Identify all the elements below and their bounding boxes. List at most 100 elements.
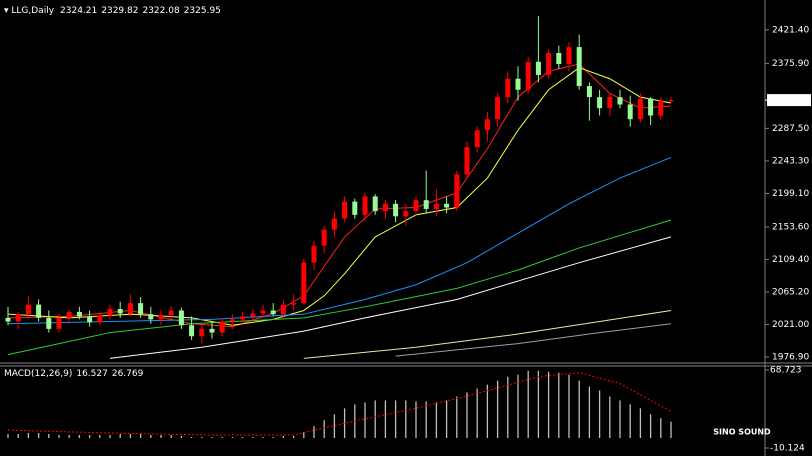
- candle-body: [321, 229, 327, 246]
- moving-average: [7, 156, 672, 325]
- candle-body: [87, 316, 93, 323]
- signal-line: [7, 372, 672, 436]
- candle-body: [403, 211, 409, 217]
- moving-average: [395, 323, 672, 357]
- last-price-label: 2325.95: [770, 96, 807, 106]
- y-tick-label: 2421.40: [772, 25, 809, 35]
- candle-body: [597, 97, 603, 109]
- candle-body: [138, 303, 144, 315]
- candle-body: [382, 203, 388, 212]
- y-tick-label: 2287.50: [772, 124, 809, 134]
- candle-body: [291, 303, 297, 305]
- candle-body: [495, 97, 501, 120]
- candle-body: [484, 119, 490, 131]
- candle-body: [229, 319, 235, 322]
- candle-body: [464, 147, 470, 175]
- candle-body: [270, 310, 276, 315]
- close: 2325.95: [184, 6, 221, 16]
- candle-body: [107, 309, 113, 316]
- symbol: LLG,Daily: [11, 6, 54, 16]
- candle-body: [372, 196, 378, 212]
- macd-title: MACD(12,26,9): [4, 369, 72, 379]
- candle-body: [362, 196, 368, 215]
- candle-body: [250, 313, 256, 317]
- y-tick-label: 2375.90: [772, 59, 809, 69]
- candle-body: [219, 321, 225, 333]
- candle-body: [607, 97, 613, 109]
- candle-body: [311, 245, 317, 263]
- y-tick-label: 2153.60: [772, 222, 809, 232]
- candle-body: [637, 98, 643, 120]
- candle-body: [444, 203, 450, 208]
- candle-body: [36, 304, 42, 318]
- candle-body: [648, 98, 654, 116]
- candle-body: [240, 316, 246, 320]
- watermark: SINO SOUND: [713, 428, 771, 437]
- candle-body: [56, 317, 62, 329]
- candle-body: [25, 304, 31, 315]
- candle-body: [15, 314, 21, 322]
- candle-body: [413, 200, 419, 212]
- candle-body: [148, 314, 154, 320]
- y-tick-label: 2199.10: [772, 189, 809, 199]
- main-pane: [5, 16, 674, 359]
- candle-body: [617, 97, 623, 105]
- macd-pane: [7, 370, 672, 438]
- candle-body: [260, 310, 266, 314]
- macd-header: MACD(12,26,9) 16.527 26.769: [4, 369, 144, 379]
- candle-body: [556, 52, 562, 65]
- candle-body: [46, 317, 52, 329]
- candle-body: [433, 203, 439, 209]
- candle-body: [393, 203, 399, 217]
- candle-body: [199, 328, 205, 337]
- candle-body: [127, 303, 133, 314]
- y-tick-label: 2243.30: [772, 156, 809, 166]
- candle-body: [505, 78, 511, 98]
- candle-body: [97, 315, 103, 323]
- candle-body: [342, 201, 348, 219]
- candle-body: [423, 200, 429, 209]
- candle-body: [474, 130, 480, 148]
- candle-body: [525, 61, 531, 90]
- macd-value: 16.527: [76, 369, 108, 379]
- candle-body: [301, 262, 307, 304]
- last-price-box: [767, 94, 811, 107]
- candle-body: [546, 52, 552, 76]
- candle-body: [352, 201, 358, 215]
- candle-body: [76, 311, 82, 317]
- candle-body: [66, 311, 72, 318]
- signal-value: 26.769: [112, 369, 144, 379]
- y-tick-label: 2021.00: [772, 320, 809, 330]
- moving-average: [303, 310, 672, 359]
- y-tick-label: 2065.20: [772, 287, 809, 297]
- candle-body: [280, 304, 286, 315]
- candle-body: [178, 310, 184, 326]
- candle-body: [566, 47, 572, 65]
- moving-average: [7, 219, 672, 356]
- candle-body: [331, 218, 337, 230]
- low: 2322.08: [142, 6, 179, 16]
- candle-body: [576, 47, 582, 87]
- candle-body: [117, 309, 123, 314]
- candle-body: [189, 325, 195, 337]
- axes: 2421.40 2375.90 2287.50 2243.30 2199.10 2153.…: [765, 25, 811, 454]
- y-tick-label: 2109.40: [772, 255, 809, 265]
- y-tick-label: -10.124: [770, 444, 805, 454]
- candle-body: [658, 100, 664, 116]
- high: 2329.82: [101, 6, 138, 16]
- candle-body: [5, 317, 11, 322]
- moving-average: [109, 236, 672, 359]
- candle-body: [515, 78, 521, 90]
- candle-body: [627, 104, 633, 120]
- open: 2324.21: [60, 6, 97, 16]
- candle-body: [168, 310, 174, 315]
- header: ▾ LLG,Daily 2324.21 2329.82 2322.08 2325.95: [4, 6, 221, 16]
- candle-body: [535, 61, 541, 76]
- y-tick-label: 68.723: [770, 366, 802, 376]
- y-tick-label: 1976.90: [772, 352, 809, 362]
- candle-body: [158, 314, 164, 320]
- candle-body: [668, 100, 674, 102]
- candle-body: [209, 328, 215, 333]
- candle-body: [454, 174, 460, 208]
